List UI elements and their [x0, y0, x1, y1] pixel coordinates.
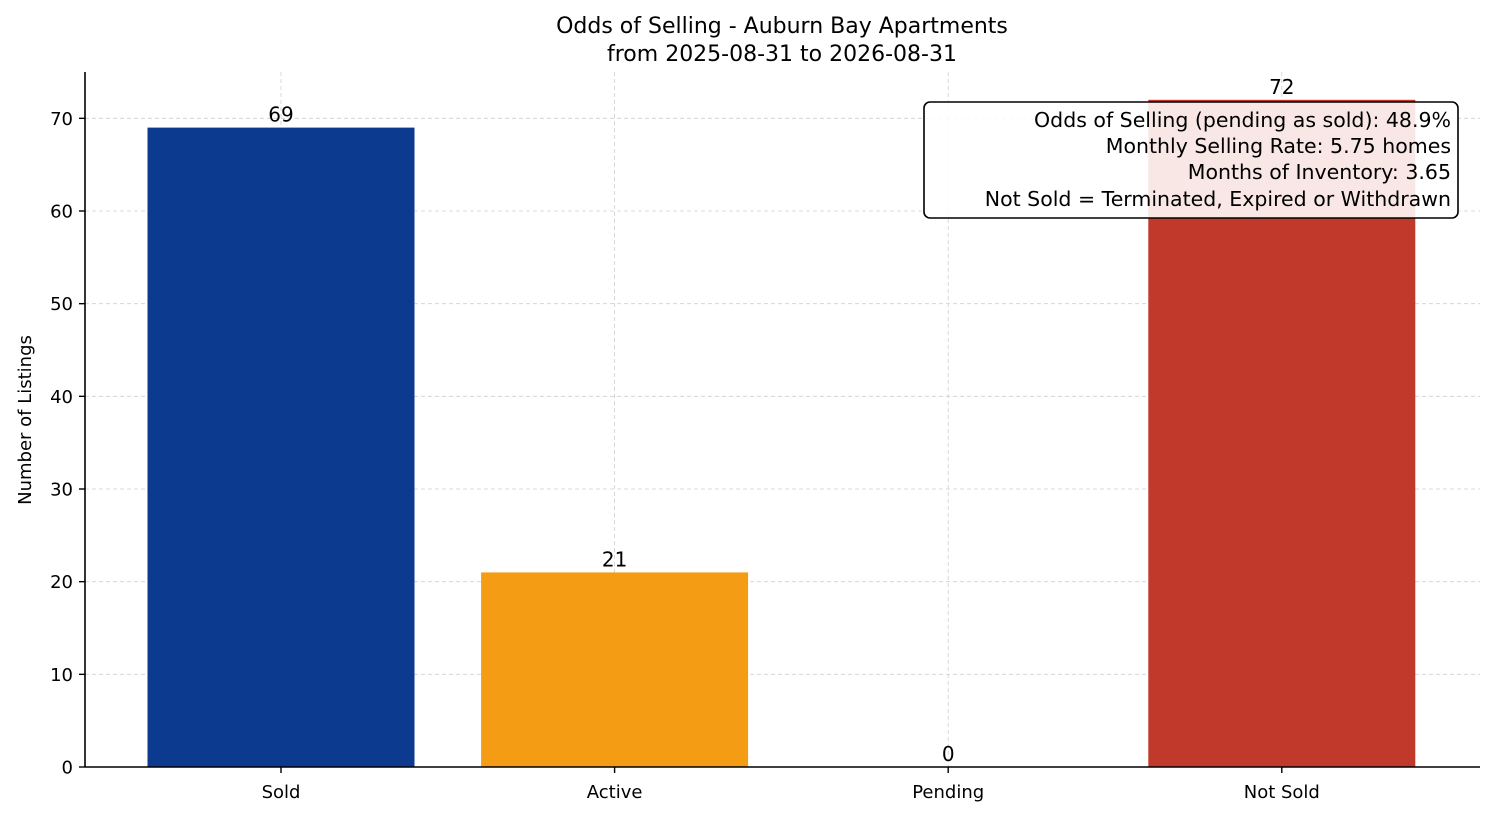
x-ticks: Sold Active Pending Not Sold [262, 767, 1320, 803]
x-tick-label: Not Sold [1244, 782, 1320, 803]
bar-value-label: 21 [602, 547, 627, 571]
y-tick-label: 10 [50, 665, 73, 686]
bar [147, 127, 415, 768]
info-box: Odds of Selling (pending as sold): 48.9%… [923, 101, 1459, 219]
bar-value-label: 69 [268, 103, 293, 127]
y-tick-label: 50 [50, 294, 73, 315]
y-axis-label: Number of Listings [15, 335, 36, 505]
y-tick-label: 0 [62, 758, 73, 779]
y-tick-label: 30 [50, 480, 73, 501]
chart-title: Odds of Selling - Auburn Bay Apartments [556, 14, 1008, 39]
x-tick-label: Active [587, 782, 643, 803]
info-line-note: Not Sold = Terminated, Expired or Withdr… [985, 187, 1451, 211]
chart-subtitle: from 2025-08-31 to 2026-08-31 [607, 42, 957, 67]
y-tick-label: 20 [50, 572, 73, 593]
y-tick-label: 60 [50, 202, 73, 223]
info-line-rate: Monthly Selling Rate: 5.75 homes [1106, 134, 1451, 158]
info-line-odds: Odds of Selling (pending as sold): 48.9% [1034, 108, 1451, 132]
bar-labels: 69 21 0 72 [268, 75, 1294, 766]
x-tick-label: Sold [262, 782, 301, 803]
bar [481, 572, 749, 767]
y-ticks: 0 10 20 30 40 50 60 70 [50, 109, 85, 779]
info-box-frame [923, 101, 1459, 219]
bar-value-label: 0 [942, 742, 955, 766]
info-line-inventory: Months of Inventory: 3.65 [1188, 160, 1451, 184]
x-tick-label: Pending [912, 782, 984, 803]
y-tick-label: 70 [50, 109, 73, 130]
y-tick-label: 40 [50, 387, 73, 408]
bar-value-label: 72 [1269, 75, 1294, 99]
